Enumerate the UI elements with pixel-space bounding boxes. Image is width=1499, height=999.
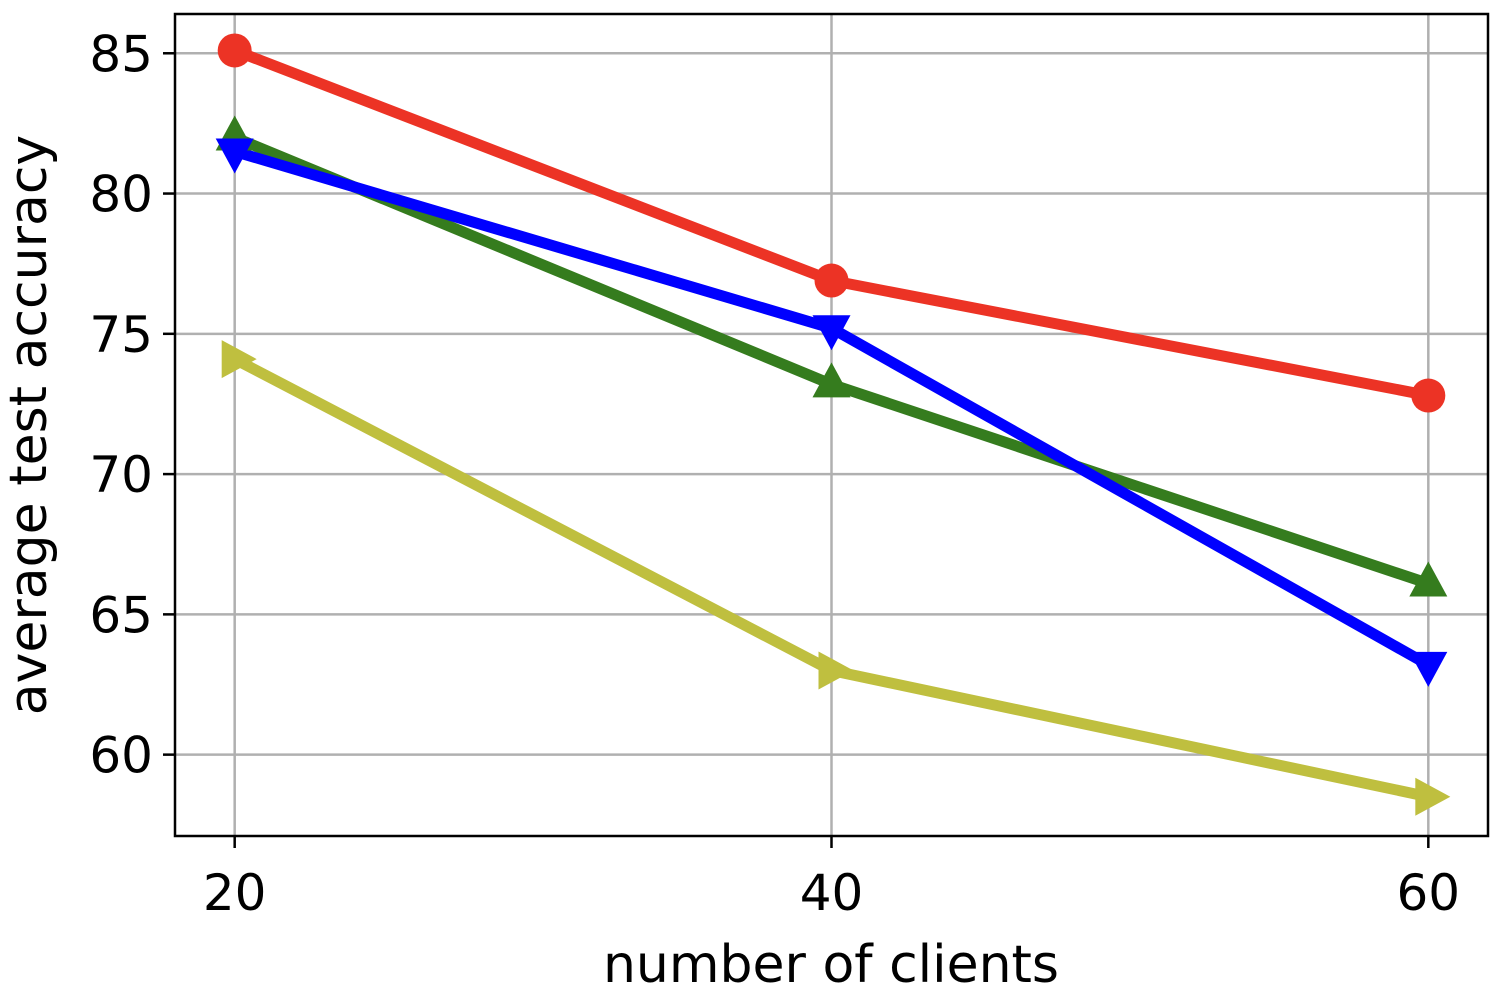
x-tick-label: 40	[800, 864, 864, 922]
series-1-point	[1409, 561, 1448, 597]
y-tick-label: 65	[89, 586, 153, 644]
y-axis-label: average test accuracy	[0, 135, 59, 715]
series-2-point	[812, 315, 851, 351]
series-2-point	[1409, 651, 1448, 687]
series-0-point	[814, 263, 849, 298]
series-1-point	[812, 362, 851, 398]
y-tick-label: 85	[89, 25, 153, 83]
y-tick-label: 80	[89, 166, 153, 224]
series-3-point	[818, 651, 854, 690]
x-axis-ticks: 20 40 60	[203, 836, 1460, 922]
x-tick-label: 60	[1397, 864, 1461, 922]
x-axis-label: number of clients	[603, 935, 1059, 995]
series-0-point	[1411, 378, 1446, 413]
series-0-point	[217, 33, 252, 68]
series-markers	[215, 33, 1451, 816]
grid	[175, 14, 1488, 836]
y-tick-label: 60	[89, 727, 153, 785]
series-2-point	[215, 138, 254, 174]
x-tick-label: 20	[203, 864, 267, 922]
series-3-point	[221, 340, 257, 379]
y-tick-label: 75	[89, 306, 153, 364]
series-3-point	[1415, 777, 1451, 816]
y-axis-ticks: 60 65 70 75 80 85	[89, 25, 175, 785]
y-tick-label: 70	[89, 446, 153, 504]
